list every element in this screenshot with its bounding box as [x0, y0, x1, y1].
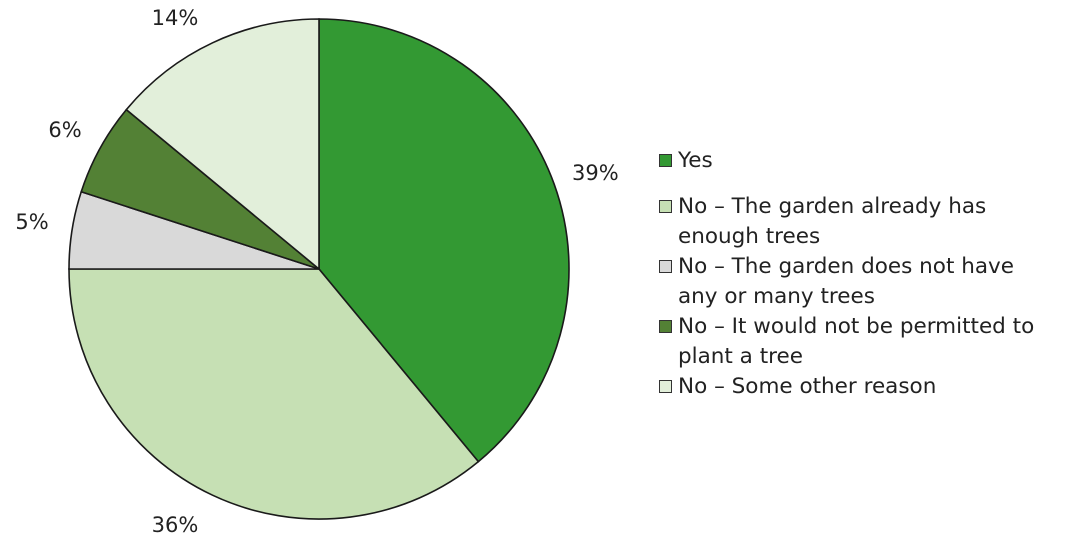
- legend-label-no-trees-line2: any or many trees: [678, 284, 875, 309]
- legend-label-no-trees-line1: No – The garden does not have: [678, 254, 1014, 279]
- data-label-yes: 39%: [572, 161, 619, 185]
- chart-legend: Yes No – The garden already has enough t…: [658, 146, 1078, 402]
- data-label-other-reason: 14%: [152, 6, 199, 30]
- legend-swatch-not-permitted: [659, 320, 672, 333]
- legend-label-other-reason: No – Some other reason: [678, 374, 937, 399]
- pie-slices: [68, 18, 570, 520]
- data-label-enough-trees: 36%: [152, 513, 199, 537]
- legend-label-not-permitted-line1: No – It would not be permitted to: [678, 314, 1035, 339]
- legend-item-other-reason: No – Some other reason: [658, 372, 1078, 402]
- data-label-not-permitted: 6%: [48, 118, 81, 142]
- pie-slice-enough-trees: [68, 268, 480, 520]
- pie-slice-yes: [318, 18, 570, 463]
- legend-swatch-yes: [659, 154, 672, 167]
- pie-data-labels: 39% 36% 5% 6% 14%: [15, 6, 618, 537]
- legend-item-not-permitted: No – It would not be permitted to plant …: [658, 312, 1078, 372]
- legend-label-enough-trees-line2: enough trees: [678, 224, 821, 249]
- data-label-no-trees: 5%: [15, 210, 48, 234]
- legend-label-not-permitted-line2: plant a tree: [678, 344, 803, 369]
- legend-label-yes: Yes: [678, 148, 713, 173]
- pie-slice-other-reason: [125, 18, 320, 271]
- legend-swatch-other-reason: [659, 380, 672, 393]
- legend-item-enough-trees: No – The garden already has enough trees: [658, 192, 1078, 252]
- legend-item-yes: Yes: [658, 146, 1078, 176]
- legend-label-enough-trees-line1: No – The garden already has: [678, 194, 987, 219]
- legend-item-no-trees: No – The garden does not have any or man…: [658, 252, 1078, 312]
- legend-swatch-no-trees: [659, 260, 672, 273]
- legend-swatch-enough-trees: [659, 200, 672, 213]
